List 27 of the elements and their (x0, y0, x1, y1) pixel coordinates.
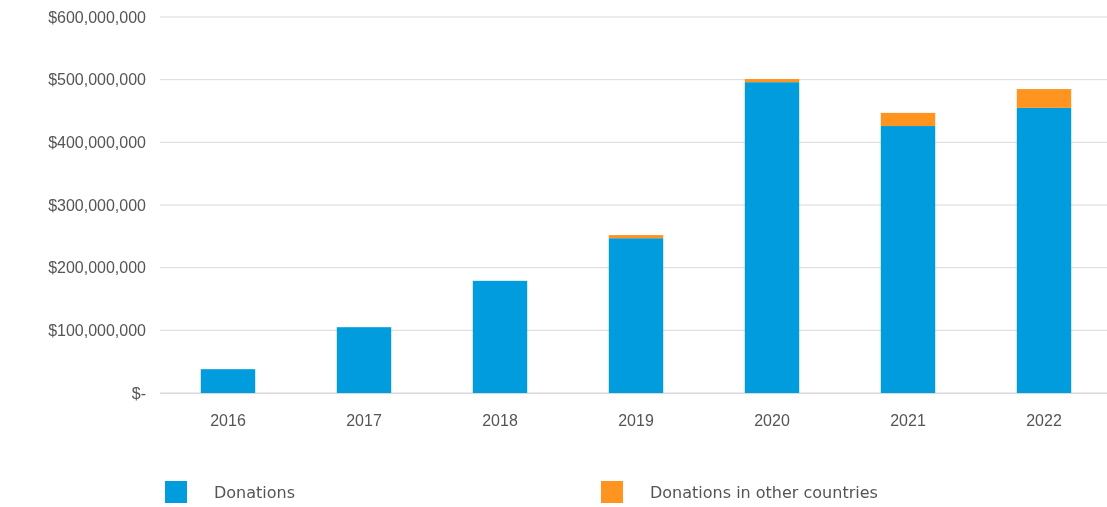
bar (1016, 89, 1072, 108)
y-tick-label: $400,000,000 (48, 133, 147, 151)
bar (200, 369, 256, 393)
bar (880, 112, 936, 127)
y-tick-label: $100,000,000 (48, 321, 147, 339)
x-tick-label: 2019 (618, 412, 654, 430)
bar (744, 79, 800, 83)
x-tick-label: 2022 (1026, 412, 1062, 430)
bar (1016, 107, 1072, 393)
bar (744, 82, 800, 393)
y-tick-label: $500,000,000 (48, 71, 147, 89)
x-tick-label: 2017 (346, 412, 382, 430)
bar (472, 280, 528, 393)
bar (880, 126, 936, 393)
y-tick-label: $- (131, 384, 146, 402)
y-tick-label: $300,000,000 (48, 196, 147, 214)
y-tick-label: $200,000,000 (48, 259, 147, 277)
x-tick-label: 2021 (890, 412, 926, 430)
y-tick-label: $600,000,000 (48, 8, 147, 26)
bar (608, 235, 664, 239)
x-tick-label: 2020 (754, 412, 790, 430)
legend-label: Donations (214, 483, 296, 502)
bar (336, 327, 392, 393)
x-tick-label: 2018 (482, 412, 518, 430)
bar (608, 238, 664, 393)
x-tick-label: 2016 (210, 412, 246, 430)
legend-label: Donations in other countries (650, 483, 878, 502)
